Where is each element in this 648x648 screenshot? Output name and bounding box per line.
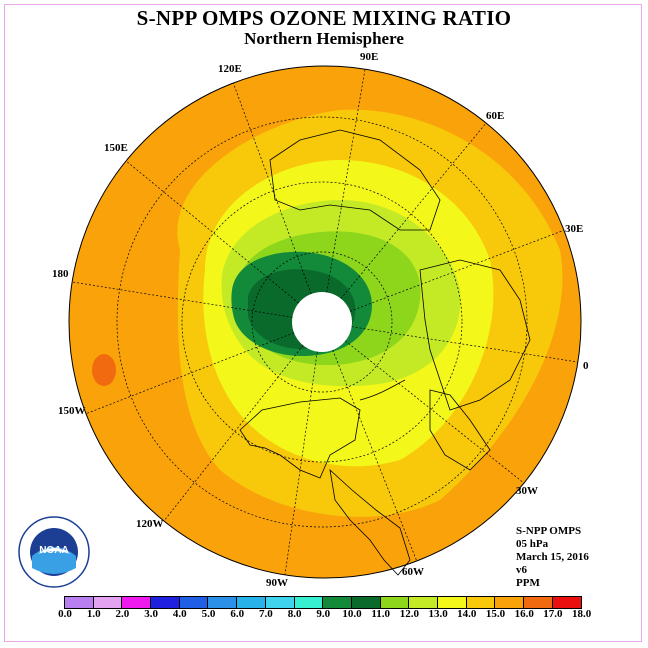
hemisphere-boundary — [68, 65, 582, 579]
meridian-line — [163, 345, 304, 522]
product-info: S-NPP OMPS 05 hPa March 15, 2016 v6 PPM — [516, 525, 589, 590]
colorbar-tick-label: 1.0 — [86, 608, 101, 620]
meridian-line — [125, 160, 299, 304]
colorbar — [64, 596, 583, 609]
colorbar-segment — [122, 597, 152, 608]
colorbar-tick-label: 6.0 — [230, 608, 245, 620]
colorbar-segment — [437, 597, 467, 608]
colorbar-segment — [65, 597, 94, 608]
colorbar-tick-label: 4.0 — [172, 608, 187, 620]
version-label: v6 — [516, 564, 527, 576]
colorbar-tick-label: 9.0 — [316, 608, 331, 620]
colorbar-segment — [294, 597, 324, 608]
colorbar-tick-label: 0.0 — [58, 608, 72, 620]
longitude-label-90e: 90E — [360, 51, 379, 63]
colorbar-segment — [409, 597, 438, 608]
longitude-label-30e: 30E — [565, 223, 584, 235]
meridian-line — [72, 281, 293, 318]
colorbar-segment — [495, 597, 524, 608]
colorbar-tick-label: 2.0 — [115, 608, 130, 620]
longitude-label-150e: 150E — [104, 142, 128, 154]
longitude-label-120e: 120E — [218, 63, 242, 75]
noaa-logo-text: NOAA — [39, 545, 68, 556]
colorbar-tick-label: 17.0 — [543, 608, 563, 620]
colorbar-segment — [466, 597, 496, 608]
colorbar-segment — [265, 597, 295, 608]
meridian-line — [284, 351, 318, 575]
colorbar-tick-label: 16.0 — [514, 608, 534, 620]
longitude-label-60e: 60E — [486, 110, 505, 122]
meridian-line — [326, 69, 366, 293]
colorbar-tick-label: 3.0 — [144, 608, 158, 620]
figure-frame — [4, 4, 642, 642]
colorbar-tick-label: 5.0 — [201, 608, 216, 620]
colorbar-segment — [93, 597, 123, 608]
colorbar-tick-label: 8.0 — [287, 608, 302, 620]
colorbar-segment — [524, 597, 553, 608]
meridian-lines — [72, 69, 578, 575]
colorbar-segment — [237, 597, 266, 608]
meridian-line — [85, 332, 295, 415]
colorbar-segment — [151, 597, 180, 608]
instrument-label: S-NPP OMPS — [516, 525, 582, 537]
colorbar-tick-label: 14.0 — [457, 608, 477, 620]
colorbar-segment — [179, 597, 209, 608]
observation-date: March 15, 2016 — [516, 551, 589, 563]
colorbar-segment — [323, 597, 352, 608]
coastlines — [239, 129, 531, 576]
units-label: PPM — [516, 577, 540, 589]
longitude-label-0: 0 — [583, 360, 589, 372]
longitude-label-60w: 60W — [402, 566, 424, 578]
colorbar-segment — [208, 597, 238, 608]
latitude-circles — [116, 116, 528, 528]
colorbar-tick-label: 13.0 — [428, 608, 448, 620]
colorbar-segment — [552, 597, 582, 608]
ozone-hot-spot — [92, 354, 116, 386]
noaa-logo: NOAA — [18, 516, 90, 588]
no-data-polar-cap — [292, 292, 352, 352]
longitude-label-120w: 120W — [136, 518, 164, 530]
pressure-level: 05 hPa — [516, 538, 549, 550]
colorbar-tick-label: 11.0 — [371, 608, 391, 620]
longitude-label-90w: 90W — [266, 577, 288, 589]
meridian-line — [332, 349, 418, 562]
colorbar-segment — [351, 597, 381, 608]
longitude-label-30w: 30W — [516, 485, 538, 497]
longitude-label-150w: 150W — [58, 405, 86, 417]
colorbar-tick-label: 12.0 — [399, 608, 420, 620]
chart-subtitle: Northern Hemisphere — [244, 29, 404, 48]
meridian-line — [232, 82, 312, 295]
colorbar-tick-label: 10.0 — [342, 608, 362, 620]
colorbar-segment — [380, 597, 410, 608]
colorbar-tick-labels: 0.0 1.0 2.0 3.0 4.0 5.0 6.0 7.0 8.0 9.0 10.0 11.0 12… — [0, 608, 648, 622]
colorbar-tick-label: 15.0 — [485, 608, 506, 620]
chart-title: S-NPP OMPS OZONE MIXING RATIO — [136, 6, 512, 30]
colorbar-tick-label: 7.0 — [259, 608, 273, 620]
colorbar-tick-label: 18.0 — [571, 608, 592, 620]
longitude-label-180: 180 — [52, 268, 69, 280]
meridian-line — [340, 122, 487, 299]
